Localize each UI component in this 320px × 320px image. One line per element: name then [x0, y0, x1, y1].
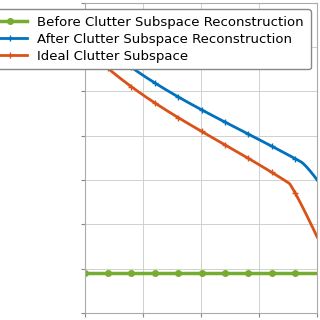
After Clutter Subspace Reconstruction: [92, 36, 96, 40]
Before Clutter Subspace Reconstruction: [304, 271, 308, 275]
Ideal Clutter Subspace: [145, 96, 148, 100]
Before Clutter Subspace Reconstruction: [126, 271, 130, 275]
After Clutter Subspace Reconstruction: [304, 164, 308, 168]
Before Clutter Subspace Reconstruction: [145, 271, 148, 275]
After Clutter Subspace Reconstruction: [315, 178, 319, 182]
Ideal Clutter Subspace: [315, 235, 319, 239]
Before Clutter Subspace Reconstruction: [92, 271, 96, 275]
Legend: Before Clutter Subspace Reconstruction, After Clutter Subspace Reconstruction, I: Before Clutter Subspace Reconstruction, …: [0, 9, 311, 69]
Before Clutter Subspace Reconstruction: [315, 271, 319, 275]
After Clutter Subspace Reconstruction: [97, 40, 101, 44]
Ideal Clutter Subspace: [97, 59, 101, 62]
Line: Ideal Clutter Subspace: Ideal Clutter Subspace: [81, 44, 320, 241]
After Clutter Subspace Reconstruction: [145, 76, 148, 80]
Line: Before Clutter Subspace Reconstruction: Before Clutter Subspace Reconstruction: [82, 270, 320, 276]
Ideal Clutter Subspace: [295, 195, 299, 199]
Line: After Clutter Subspace Reconstruction: After Clutter Subspace Reconstruction: [81, 26, 320, 184]
Ideal Clutter Subspace: [304, 211, 308, 215]
Ideal Clutter Subspace: [92, 54, 96, 58]
Before Clutter Subspace Reconstruction: [97, 271, 101, 275]
After Clutter Subspace Reconstruction: [126, 63, 130, 67]
Ideal Clutter Subspace: [83, 45, 87, 49]
After Clutter Subspace Reconstruction: [295, 158, 299, 162]
Before Clutter Subspace Reconstruction: [295, 271, 299, 275]
Before Clutter Subspace Reconstruction: [83, 271, 87, 275]
Ideal Clutter Subspace: [126, 82, 130, 86]
After Clutter Subspace Reconstruction: [83, 28, 87, 31]
